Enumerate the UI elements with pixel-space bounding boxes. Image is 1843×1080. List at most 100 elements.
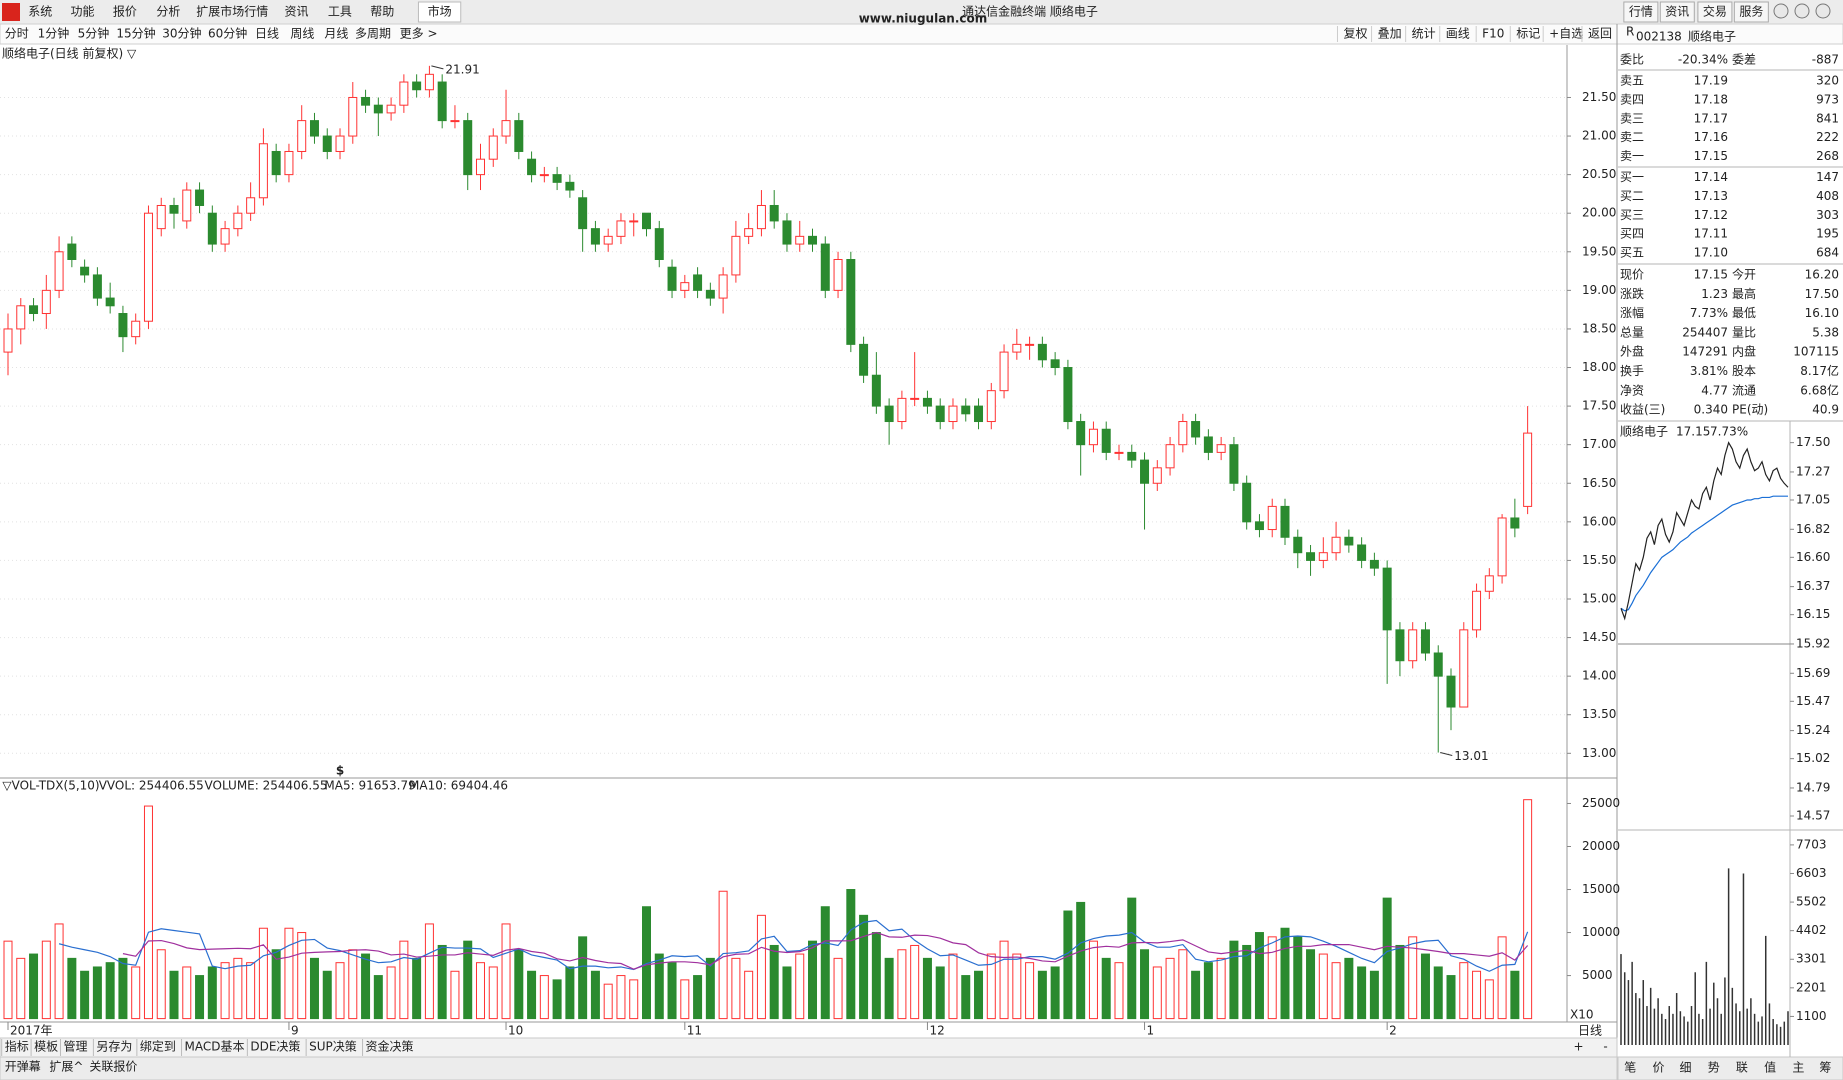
quote-cell: 16.20 [1805, 268, 1839, 282]
nav-button[interactable] [1697, 1, 1733, 23]
side-tab[interactable]: 势 [1708, 1061, 1720, 1075]
side-tab[interactable]: 筹 [1819, 1061, 1831, 1075]
y-tick-label: 14.79 [1796, 780, 1830, 794]
y-tick-label: 16.00 [1582, 514, 1616, 528]
candle-body [820, 243, 830, 291]
window-minimize[interactable] [1773, 3, 1789, 19]
menu-item[interactable]: 分析 [156, 5, 180, 19]
tool-button[interactable]: 复权 [1343, 27, 1367, 41]
tool-button[interactable]: 画线 [1446, 27, 1470, 41]
menu-item[interactable]: 系统 [28, 5, 52, 19]
menu-item[interactable]: 扩展市场行情 [196, 4, 268, 19]
y-tick-label: 15000 [1582, 882, 1620, 896]
quote-cell: 最高 [1732, 286, 1756, 301]
indicator-tab[interactable]: MACD基本 [185, 1040, 245, 1054]
indicator-tab[interactable]: 模板 [34, 1040, 58, 1054]
status-button[interactable]: 开弹幕 [5, 1060, 41, 1074]
market-label: 市场 [428, 4, 452, 19]
book-price: 17.18 [1694, 92, 1728, 106]
y-tick-label: 15.47 [1796, 694, 1830, 708]
candle-body [718, 274, 728, 299]
volume-bar [629, 979, 639, 1020]
tool-button[interactable]: 标记 [1516, 27, 1540, 41]
side-tab[interactable]: 价 [1652, 1061, 1664, 1075]
nav-button[interactable] [1623, 1, 1659, 23]
quote-cell: 涨跌 [1620, 286, 1644, 301]
candle-body [501, 120, 511, 137]
side-tab[interactable]: 细 [1680, 1061, 1692, 1075]
stock-name: 顺络电子 [1688, 29, 1736, 44]
y-tick-label: 16.15 [1796, 607, 1830, 621]
status-button[interactable]: 扩展^ [49, 1060, 83, 1074]
period-tab[interactable]: 30分钟 [162, 26, 201, 41]
candle-body [169, 204, 179, 214]
menu-item[interactable]: 功能 [71, 5, 95, 19]
y-tick-label: 15.92 [1796, 636, 1830, 650]
volume-bar [565, 966, 575, 1020]
period-tab[interactable]: 15分钟 [116, 26, 155, 41]
period-tab[interactable]: 周线 [290, 27, 314, 41]
volume-bar [309, 957, 319, 1020]
y-tick-label: 19.00 [1582, 283, 1616, 297]
menu-item[interactable]: 帮助 [370, 5, 394, 19]
tool-button[interactable]: F10 [1482, 27, 1504, 41]
indicator-tab[interactable]: 管理 [63, 1039, 87, 1054]
volume-bar [488, 966, 498, 1020]
candle-body [258, 143, 268, 199]
tool-button[interactable]: 统计 [1412, 27, 1436, 41]
volume-bar [1408, 936, 1418, 1020]
volume-bar [67, 957, 77, 1020]
window-close[interactable] [1815, 3, 1831, 19]
volume-bar [1382, 897, 1392, 1020]
indicator-tab[interactable]: DDE决策 [250, 1040, 300, 1054]
book-volume: 841 [1816, 111, 1839, 125]
intraday-change: 7.73% [1710, 425, 1748, 439]
menu-item[interactable]: 工具 [328, 5, 352, 19]
side-tab[interactable]: 值 [1764, 1060, 1776, 1075]
indicator-tab[interactable]: 绑定到 [140, 1039, 176, 1054]
nav-button[interactable] [1733, 1, 1769, 23]
side-tab[interactable]: 联 [1736, 1061, 1748, 1075]
candle-body [1382, 567, 1392, 631]
period-tab[interactable]: 更多 > [400, 27, 438, 41]
period-tab[interactable]: 5分钟 [78, 26, 110, 41]
period-tab[interactable]: 60分钟 [208, 26, 247, 41]
volume-bar [922, 957, 932, 1020]
tool-button[interactable]: +自选 [1549, 27, 1583, 41]
period-tab[interactable]: 日线 [255, 27, 279, 41]
zoom-button[interactable]: + [1574, 1040, 1584, 1054]
candle-body [1318, 552, 1328, 561]
volume-bar [514, 949, 524, 1020]
quote-cell: -887 [1812, 53, 1839, 67]
quote-cell: 107115 [1793, 345, 1839, 359]
window-restore[interactable] [1794, 3, 1810, 19]
period-tab[interactable]: 1分钟 [38, 26, 70, 41]
quote-mark: R [1626, 25, 1634, 39]
indicator-tab[interactable]: SUP决策 [309, 1040, 357, 1054]
period-tab[interactable]: 多周期 [355, 27, 391, 41]
candle-body [897, 397, 907, 423]
indicator-tab[interactable]: 另存为 [96, 1040, 132, 1054]
tool-button[interactable]: 返回 [1588, 27, 1612, 41]
volume-bar [1025, 962, 1035, 1020]
candle-body [922, 397, 932, 407]
indicator-tab[interactable]: 资金决策 [366, 1039, 414, 1054]
side-tab[interactable]: 主 [1792, 1061, 1804, 1075]
candle-body [1395, 629, 1405, 662]
period-tab[interactable]: 月线 [324, 27, 348, 41]
nav-button[interactable] [1659, 1, 1695, 23]
period-tab[interactable]: 分时 [5, 27, 29, 41]
tool-button[interactable]: 叠加 [1378, 27, 1402, 41]
zoom-button[interactable]: - [1603, 1040, 1607, 1054]
candle-body [514, 120, 524, 152]
volume-ma-line [58, 919, 1529, 972]
quote-cell: 17.50 [1805, 287, 1839, 301]
menu-item[interactable]: 资讯 [284, 5, 308, 19]
price-line [1620, 441, 1789, 621]
indicator-tab[interactable]: 指标 [5, 1039, 29, 1054]
market-button[interactable] [417, 1, 462, 23]
side-tab[interactable]: 笔 [1624, 1060, 1636, 1075]
candle-body [1178, 421, 1188, 446]
menu-item[interactable]: 报价 [113, 4, 137, 19]
status-button[interactable]: 关联报价 [89, 1059, 137, 1074]
